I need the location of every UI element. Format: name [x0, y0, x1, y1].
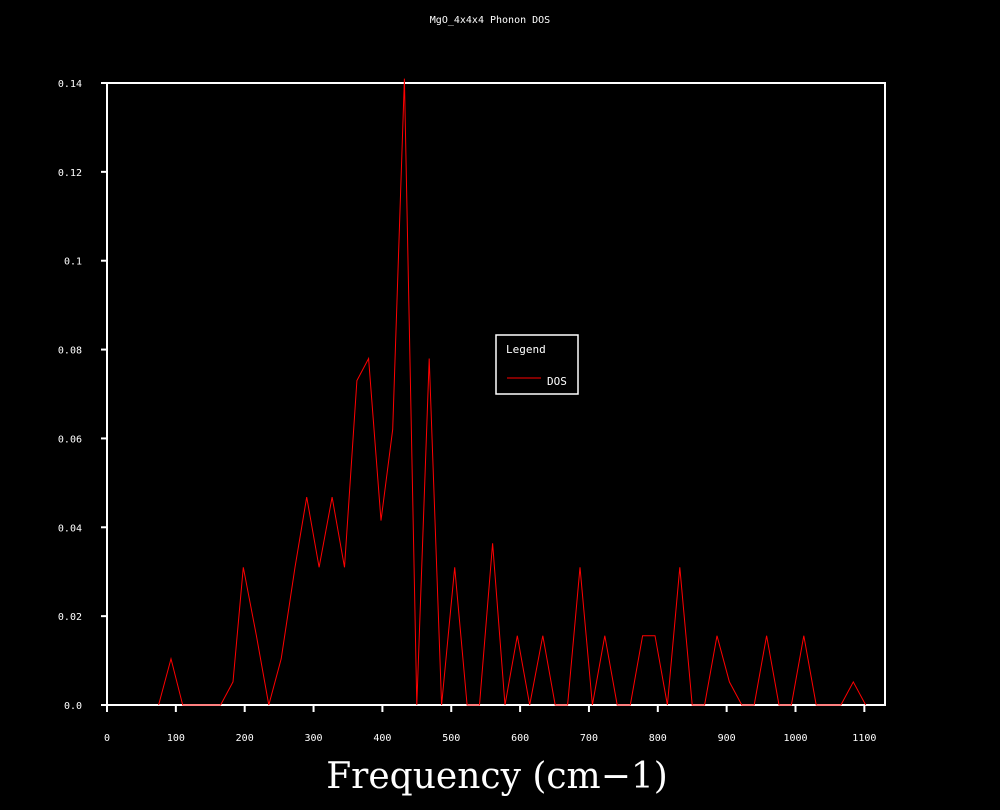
- y-tick-label: 0.12: [58, 168, 82, 179]
- y-tick-label: 0.08: [58, 346, 82, 357]
- x-axis-ticks: 0 100 200 300 400 500 600 700 800 900 1000 1100: [104, 705, 876, 744]
- series-line-dos: [158, 78, 867, 706]
- legend-box: [495, 334, 579, 395]
- y-axis-ticks: 0.0 0.02 0.04 0.06 0.08 0.1 0.12 0.14: [58, 79, 107, 712]
- x-tick-label: 400: [373, 733, 391, 744]
- x-tick-label: 500: [442, 733, 460, 744]
- chart-title: MgO_4x4x4 Phonon DOS: [430, 15, 550, 26]
- y-tick-label: 0.02: [58, 612, 82, 623]
- series-layer: [158, 78, 867, 706]
- x-tick-label: 600: [511, 733, 529, 744]
- x-tick-label: 1000: [783, 733, 807, 744]
- x-tick-label: 900: [718, 733, 736, 744]
- x-tick-label: 0: [104, 733, 110, 744]
- legend: Legend DOS: [495, 334, 579, 395]
- x-tick-label: 100: [167, 733, 185, 744]
- y-tick-label: 0.06: [58, 434, 82, 445]
- x-axis-label: Frequency (cm−1): [326, 756, 668, 797]
- x-tick-label: 1100: [852, 733, 876, 744]
- x-tick-label: 200: [236, 733, 254, 744]
- legend-entry-dos: DOS: [547, 375, 567, 388]
- y-tick-label: 0.04: [58, 523, 82, 534]
- x-tick-label: 700: [580, 733, 598, 744]
- y-tick-label: 0.1: [64, 257, 82, 268]
- y-tick-label: 0.14: [58, 79, 82, 90]
- x-tick-label: 800: [649, 733, 667, 744]
- plot-frame: [106, 82, 886, 706]
- legend-title: Legend: [506, 343, 546, 356]
- x-tick-label: 300: [305, 733, 323, 744]
- y-tick-label: 0.0: [64, 701, 82, 712]
